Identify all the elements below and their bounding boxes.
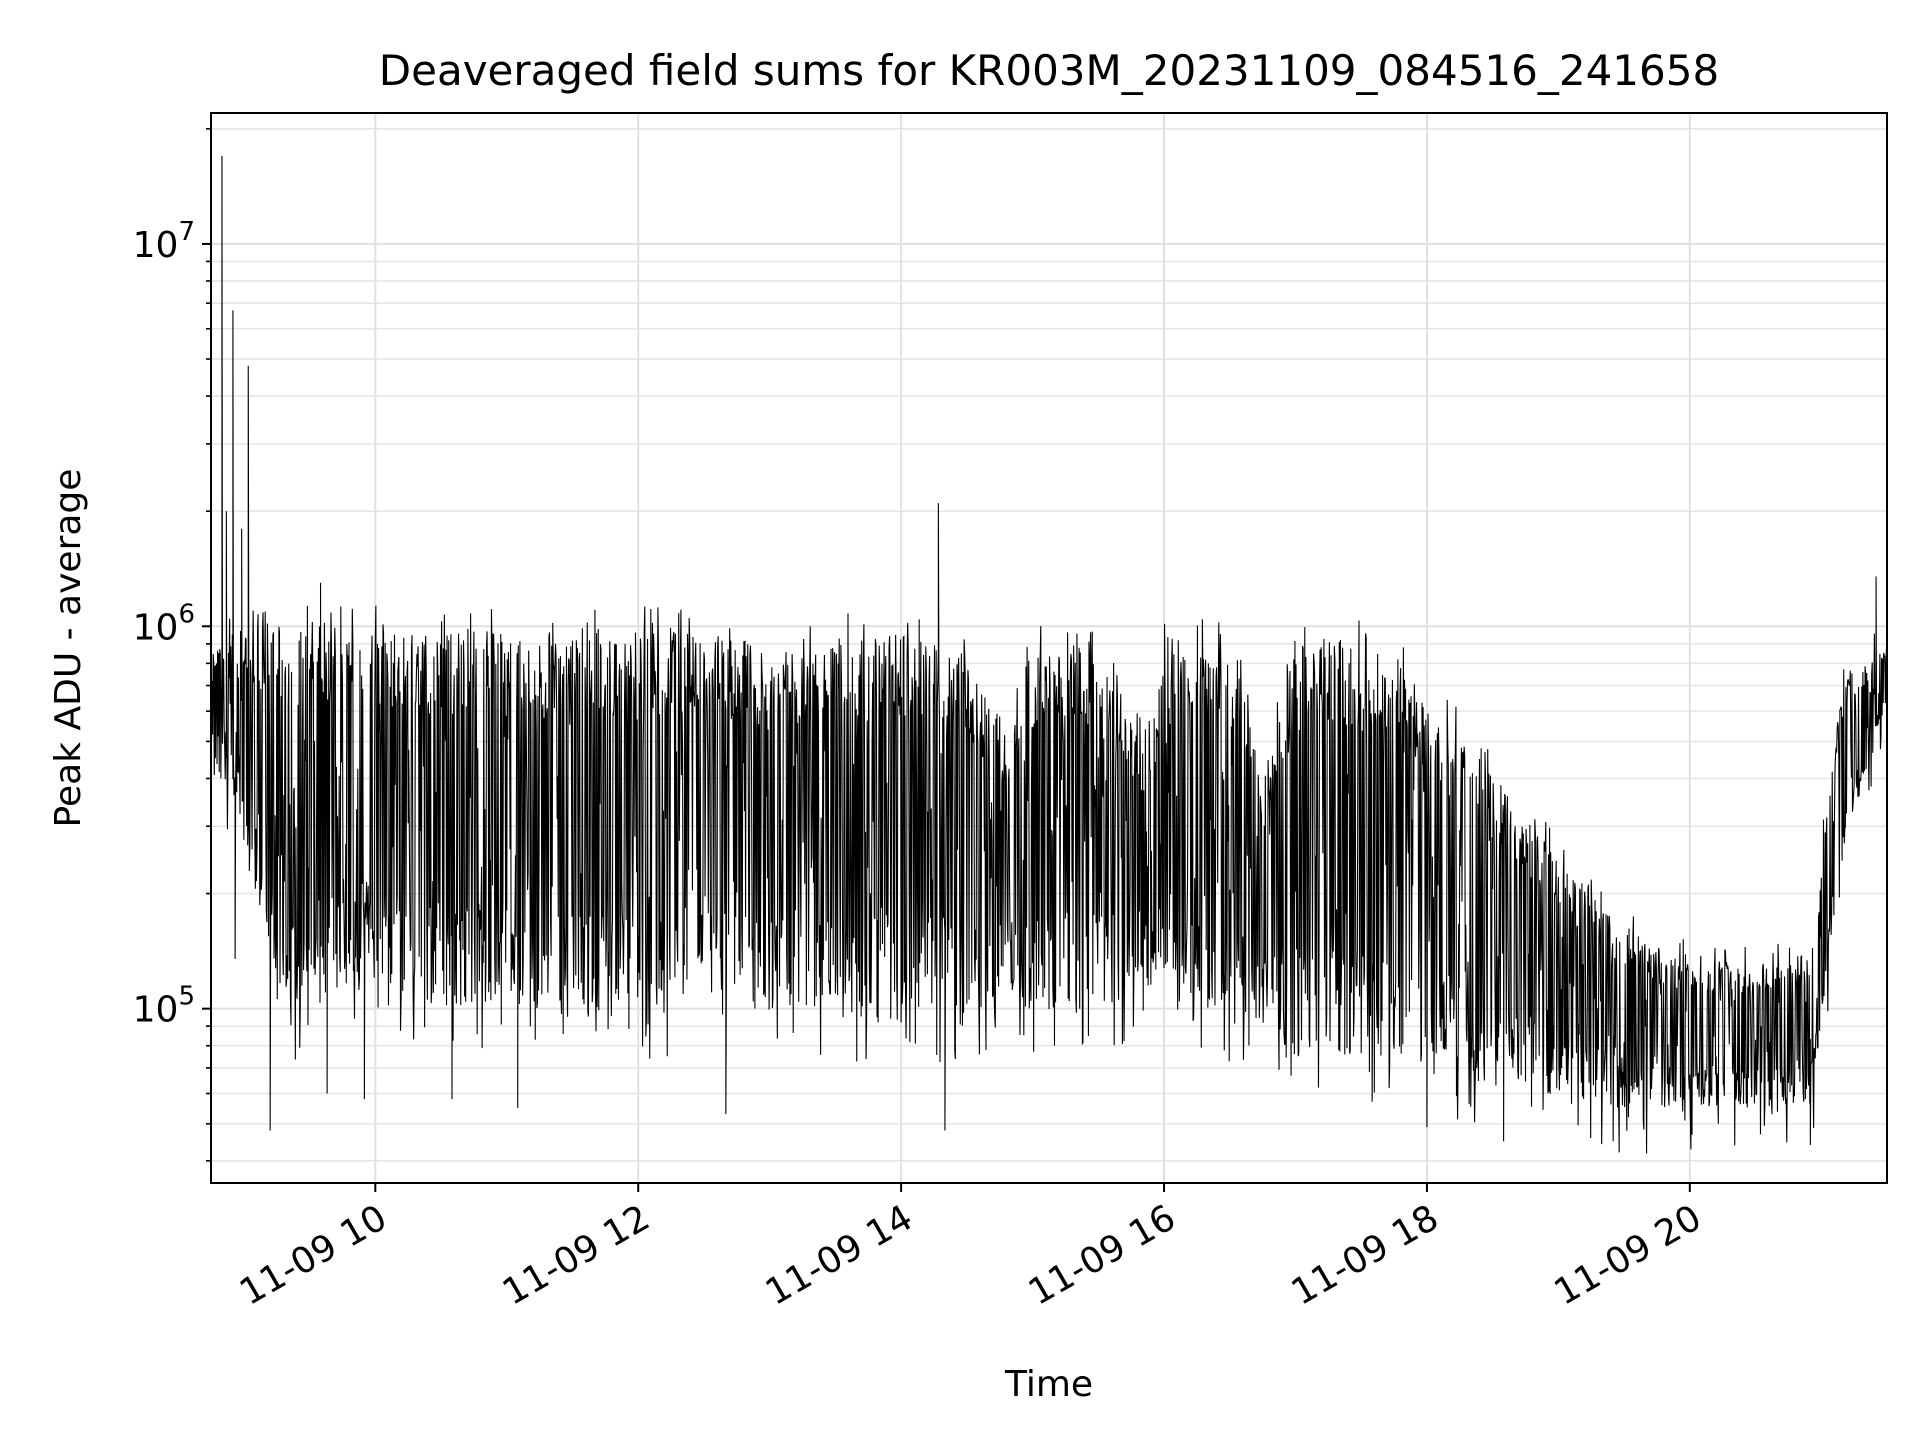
data-series: [210, 155, 1888, 1154]
chart-title: Deaveraged field sums for KR003M_2023110…: [379, 46, 1719, 95]
x-axis-label: Time: [1004, 1364, 1093, 1405]
series-line: [210, 155, 1888, 1154]
y-tick-label: 105: [133, 982, 195, 1031]
y-axis-label: Peak ADU - average: [48, 469, 89, 828]
y-tick-label: 106: [133, 599, 195, 648]
y-tick-label: 107: [133, 217, 195, 266]
plot-frame: [210, 112, 1888, 1184]
